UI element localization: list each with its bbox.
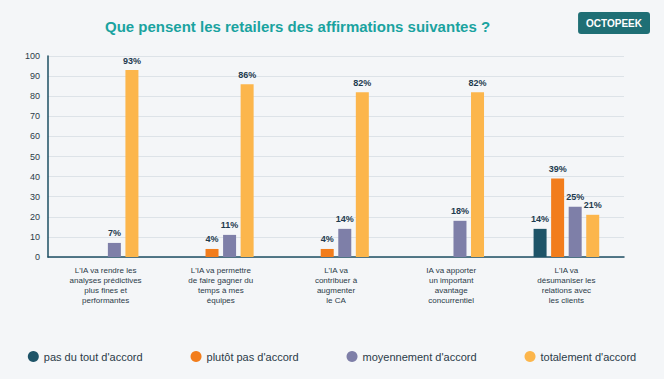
svg-text:11%: 11%	[221, 220, 239, 230]
svg-text:IA va apporter: IA va apporter	[426, 266, 476, 275]
svg-text:OCTOPEEK: OCTOPEEK	[586, 18, 643, 29]
svg-text:moyennement d'accord: moyennement d'accord	[363, 351, 477, 363]
svg-text:pas du tout d'accord: pas du tout d'accord	[44, 351, 143, 363]
svg-text:18%: 18%	[451, 206, 469, 216]
svg-text:40: 40	[30, 172, 40, 182]
svg-text:39%: 39%	[549, 164, 567, 174]
svg-text:20: 20	[30, 212, 40, 222]
svg-text:50: 50	[30, 152, 40, 162]
svg-text:temps à mes: temps à mes	[198, 286, 244, 295]
svg-text:plus fines et: plus fines et	[84, 286, 127, 295]
svg-text:concurrentiel: concurrentiel	[428, 296, 474, 305]
svg-text:performantes: performantes	[82, 296, 129, 305]
svg-text:0: 0	[35, 252, 40, 262]
svg-text:augmenter: augmenter	[317, 286, 356, 295]
svg-text:plutôt pas d'accord: plutôt pas d'accord	[207, 351, 299, 363]
svg-text:14%: 14%	[336, 214, 354, 224]
svg-text:relations avec: relations avec	[542, 286, 591, 295]
svg-text:avantage: avantage	[435, 286, 468, 295]
svg-text:30: 30	[30, 192, 40, 202]
svg-text:L'IA va permettre: L'IA va permettre	[191, 266, 252, 275]
svg-text:de faire gagner du: de faire gagner du	[188, 276, 253, 285]
svg-text:L'IA va: L'IA va	[324, 266, 348, 275]
svg-text:21%: 21%	[584, 200, 602, 210]
svg-text:L'IA va: L'IA va	[555, 266, 579, 275]
svg-text:82%: 82%	[353, 78, 371, 88]
svg-text:un important: un important	[429, 276, 474, 285]
svg-text:82%: 82%	[469, 78, 487, 88]
svg-text:4%: 4%	[206, 234, 219, 244]
svg-text:25%: 25%	[566, 192, 584, 202]
svg-text:7%: 7%	[108, 228, 121, 238]
svg-text:90: 90	[30, 71, 40, 81]
svg-text:le CA: le CA	[326, 296, 346, 305]
svg-text:93%: 93%	[123, 56, 141, 66]
svg-text:totalement d'accord: totalement d'accord	[541, 351, 637, 363]
svg-text:contribuer à: contribuer à	[315, 276, 358, 285]
svg-text:14%: 14%	[531, 214, 549, 224]
svg-text:80: 80	[30, 91, 40, 101]
svg-text:10: 10	[30, 232, 40, 242]
svg-text:L'IA va rendre les: L'IA va rendre les	[75, 266, 137, 275]
svg-text:analyses prédictives: analyses prédictives	[70, 276, 142, 285]
svg-text:les clients: les clients	[549, 296, 584, 305]
svg-text:Que pensent les retailers des: Que pensent les retailers des affirmatio…	[105, 18, 490, 35]
svg-text:86%: 86%	[238, 70, 256, 80]
svg-text:désumaniser les: désumaniser les	[537, 276, 595, 285]
svg-text:100: 100	[25, 51, 40, 61]
svg-text:4%: 4%	[321, 234, 334, 244]
svg-text:équipes: équipes	[207, 296, 235, 305]
svg-text:60: 60	[30, 131, 40, 141]
svg-text:70: 70	[30, 111, 40, 121]
